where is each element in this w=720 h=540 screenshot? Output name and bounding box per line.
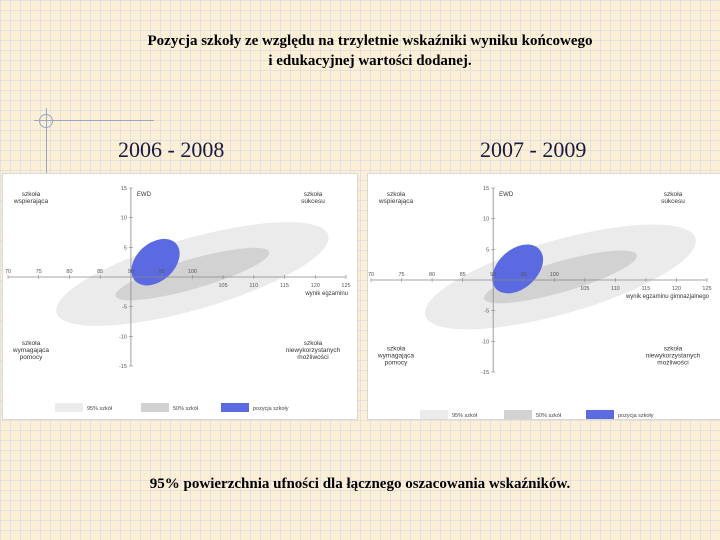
quadrant-label-bottom-left: pomocy [385, 360, 409, 367]
legend-swatch [141, 403, 169, 412]
region-position [131, 238, 180, 286]
y-tick-label: -15 [119, 364, 127, 370]
quadrant-label-bottom-right: możliwości [657, 360, 688, 367]
x-tick-label: 95 [521, 272, 527, 278]
legend-label: 95% szkół [452, 413, 478, 419]
chart-panel-2006-2008: 70 75 80 85 90 95 100 105 110 115 120 125 -15 -10 -5 5 1… [2, 173, 358, 420]
y-tick-label: -5 [484, 309, 489, 315]
x-axis-name: wynik egzaminu gimnazjalnego [625, 294, 710, 300]
x-tick-label: 80 [66, 269, 72, 275]
x-tick-label: 75 [398, 272, 404, 278]
y-tick-label: 10 [121, 216, 127, 222]
x-tick-label: 105 [580, 286, 589, 292]
y-tick-label: 5 [486, 247, 489, 253]
quadrant-label-bottom-right: szkoła [664, 346, 683, 353]
page-title: Pozycja szkoły ze względu na trzyletnie … [60, 31, 680, 71]
x-tick-label: 110 [249, 283, 258, 289]
quadrant-label-bottom-left: szkoła [387, 346, 406, 353]
quadrant-label-top-right: szkoła [664, 191, 683, 198]
quadrant-label-top-right: sukcesu [661, 198, 685, 205]
y-tick-label: 15 [121, 186, 127, 192]
legend-swatch [504, 410, 532, 419]
quadrant-label-top-left: szkoła [22, 191, 41, 198]
x-tick-label: 110 [611, 286, 620, 292]
y-tick-label: -15 [481, 370, 489, 376]
x-tick-label: 120 [311, 283, 320, 289]
decorative-line-vertical [46, 108, 47, 178]
x-tick-label: 115 [280, 283, 289, 289]
quadrant-label-bottom-right: możliwości [297, 354, 328, 361]
x-tick-label: 115 [642, 286, 651, 292]
y-tick-label: -10 [481, 339, 489, 345]
legend-label: 50% szkół [173, 406, 199, 412]
x-tick-label: 125 [702, 286, 711, 292]
quadrant-label-bottom-right: szkoła [304, 340, 323, 347]
quadrant-label-bottom-left: wymagająca [12, 347, 50, 354]
legend-label: pozycja szkoły [253, 406, 289, 412]
quadrant-label-top-right: szkoła [304, 191, 323, 198]
title-line-2: i edukacyjnej wartości dodanej. [268, 53, 472, 69]
region-50 [115, 247, 270, 301]
legend-label: pozycja szkoły [618, 413, 654, 419]
y-tick-label: -5 [122, 305, 127, 311]
title-line-1: Pozycja szkoły ze względu na trzyletnie … [147, 33, 593, 49]
decorative-circle [39, 114, 53, 128]
x-tick-label: 85 [460, 272, 466, 278]
legend-swatch [221, 403, 249, 412]
quadrant-label-top-left: wspierająca [13, 198, 49, 205]
chart-2006-2008: 70 75 80 85 90 95 100 105 110 115 120 125 -15 -10 -5 5 1… [5, 186, 351, 412]
legend-swatch [586, 410, 614, 419]
quadrant-label-top-left: wspierająca [378, 198, 414, 205]
footer-caption: 95% powierzchnia ufności dla łącznego os… [149, 476, 571, 492]
legend-label: 95% szkół [87, 406, 113, 412]
x-tick-label: 100 [550, 272, 559, 278]
quadrant-label-top-left: szkoła [387, 191, 406, 198]
quadrant-label-top-right: sukcesu [301, 198, 325, 205]
quadrant-label-bottom-left: szkoła [22, 340, 41, 347]
x-tick-label: 125 [341, 283, 350, 289]
y-tick-label: 15 [483, 186, 489, 192]
region-50 [483, 250, 637, 304]
period-label-2: 2007 - 2009 [480, 137, 587, 162]
legend-swatch [420, 410, 448, 419]
x-tick-label: 95 [159, 269, 165, 275]
y-tick-label: 10 [483, 217, 489, 223]
x-tick-label: 90 [490, 272, 496, 278]
y-axis-name: EWD [137, 192, 152, 198]
legend-label: 50% szkół [536, 413, 562, 419]
x-tick-label: 80 [429, 272, 435, 278]
x-tick-label: 100 [188, 269, 197, 275]
decorative-line-horizontal [34, 120, 154, 121]
x-tick-label: 105 [218, 283, 227, 289]
period-label-1: 2006 - 2008 [118, 137, 225, 162]
quadrant-label-bottom-left: pomocy [20, 354, 44, 361]
y-tick-label: 5 [124, 245, 127, 251]
legend-swatch [55, 403, 83, 412]
y-tick-label: -10 [119, 334, 127, 340]
x-tick-label: 85 [97, 269, 103, 275]
quadrant-label-bottom-right: niewykorzystanych [286, 347, 341, 354]
quadrant-label-bottom-left: wymagająca [377, 353, 415, 360]
x-tick-label: 90 [128, 269, 134, 275]
x-axis-name: wynik egzaminu [304, 291, 348, 297]
chart-panel-2007-2009: 70 75 80 85 90 95 100 105 110 115 120 125 -15 -10 -5 5 1… [367, 173, 720, 420]
chart-2007-2009: 70 75 80 85 90 95 100 105 110 115 120 125 -15 -10 -5 5 1… [368, 186, 712, 419]
x-tick-label: 70 [5, 269, 11, 275]
y-axis-name: EWD [499, 192, 514, 198]
x-tick-label: 120 [672, 286, 681, 292]
region-position [492, 244, 544, 294]
x-tick-label: 70 [368, 272, 374, 278]
x-tick-label: 75 [36, 269, 42, 275]
quadrant-label-bottom-right: niewykorzystanych [646, 353, 701, 360]
